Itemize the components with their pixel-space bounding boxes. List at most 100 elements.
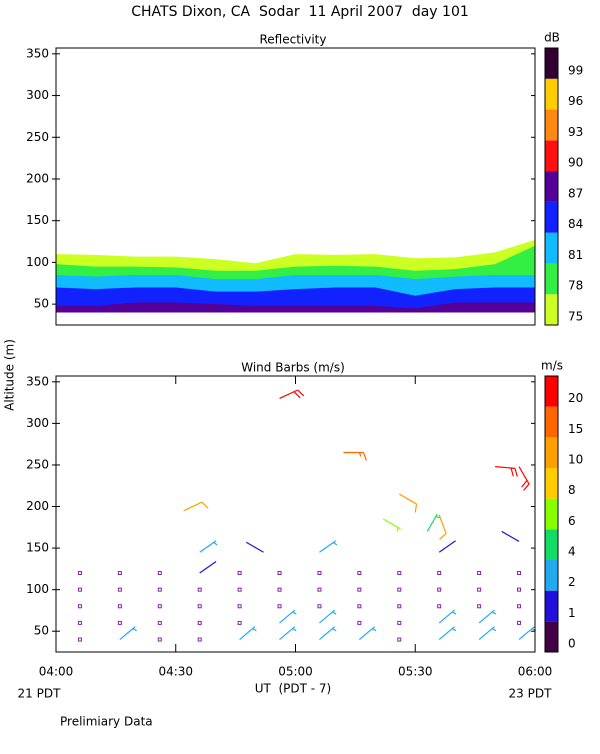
y-tick-label: 200 [26, 499, 49, 513]
colorbar-label: dB [544, 31, 560, 45]
barb-half [333, 541, 338, 546]
barb-half [292, 628, 297, 632]
wind-barb [358, 626, 377, 640]
y-tick-label: 50 [34, 624, 49, 638]
x-tick-label: 04:00 [39, 665, 74, 679]
calm-marker [517, 571, 522, 576]
wind-barb [398, 493, 418, 513]
barb-flag [439, 533, 447, 540]
calm-marker [237, 587, 242, 592]
calm-marker [277, 604, 282, 609]
calm-marker [157, 587, 162, 592]
barb-staff [495, 466, 516, 469]
colorbar-segment [545, 376, 558, 407]
barb-staff [383, 518, 401, 530]
barb-staff [279, 389, 298, 399]
wind-barb [319, 609, 337, 624]
colorbar-tick-label: 90 [568, 156, 583, 170]
wind-barb [518, 466, 530, 491]
barb-half [213, 541, 218, 546]
calm-marker [437, 571, 442, 576]
wind-barb [478, 609, 497, 624]
colorbar-tick-label: 15 [568, 422, 583, 436]
wind-barb [383, 518, 401, 532]
y-tick-label: 300 [26, 416, 49, 430]
colorbar-segment [545, 201, 558, 233]
wind-barb [199, 540, 218, 553]
wind-barb [279, 609, 297, 624]
calm-marker [517, 620, 522, 625]
barb-flag [510, 467, 514, 477]
calm-marker [197, 637, 202, 642]
barb-flag [201, 501, 209, 509]
barb-staff [438, 540, 456, 553]
calm-marker [437, 604, 442, 609]
y-tick-label: 50 [34, 297, 49, 311]
colorbar-tick-label: 8 [568, 483, 576, 497]
barb-half [132, 628, 137, 632]
colorbar-tick-label: 75 [568, 310, 583, 324]
calm-marker [157, 620, 162, 625]
barb-staff [501, 530, 520, 542]
calm-marker [437, 587, 442, 592]
y-tick-label: 100 [26, 255, 49, 269]
x-tick-label: 06:00 [518, 665, 553, 679]
colorbar-frame [544, 47, 559, 326]
colorbar-segment [545, 263, 558, 295]
wind-barb [478, 626, 497, 640]
calm-marker [517, 587, 522, 592]
barb-staff [438, 626, 455, 640]
colorbar-tick-label: 0 [568, 637, 576, 651]
barb-half [252, 628, 257, 632]
colorbar-tick-label: 99 [568, 63, 583, 77]
y-tick-label: 350 [26, 374, 49, 388]
wind-barb [438, 626, 457, 640]
calm-marker [157, 637, 162, 642]
y-tick-label: 150 [26, 541, 49, 555]
wind-barb [343, 451, 367, 461]
colorbar-tick-label: 1 [568, 606, 576, 620]
calm-marker [197, 620, 202, 625]
calm-marker [317, 587, 322, 592]
barb-half [451, 611, 457, 615]
x-tick-label: 05:00 [278, 665, 313, 679]
colorbar-segment [545, 529, 558, 560]
calm-marker [397, 571, 402, 576]
x-start-label: 21 PDT [18, 687, 62, 701]
calm-marker [117, 604, 122, 609]
x-tick-label: 04:30 [158, 665, 193, 679]
calm-marker [397, 637, 402, 642]
colorbar-segment [545, 560, 558, 591]
calm-marker [477, 571, 482, 576]
wind-barb [501, 530, 520, 542]
colorbar-segment [545, 78, 558, 110]
calm-marker [237, 620, 242, 625]
y-tick-label: 250 [26, 457, 49, 471]
colorbar-segment [545, 109, 558, 141]
wind-barb [279, 626, 297, 640]
calm-marker [117, 620, 122, 625]
colorbar-segment [545, 171, 558, 202]
colorbar-label: m/s [541, 359, 563, 373]
calm-marker [477, 587, 482, 592]
colorbar-tick-label: 96 [568, 94, 583, 108]
wind-barb [438, 514, 447, 540]
colorbar-tick-label: 81 [568, 248, 583, 262]
barb-staff [119, 626, 136, 640]
calm-marker [197, 604, 202, 609]
wind-barb [438, 609, 457, 624]
barb-staff [279, 626, 296, 640]
colorbar-tick-label: 2 [568, 575, 576, 589]
calm-marker [157, 604, 162, 609]
wind-barb [239, 626, 257, 640]
barb-half [491, 611, 497, 615]
contour-band [56, 302, 535, 313]
colorbar-segment [545, 498, 558, 530]
y-axis-label: Altitude (m) [3, 339, 17, 411]
barb-staff [199, 540, 217, 553]
wind-barb [279, 389, 305, 399]
calm-marker [357, 620, 362, 625]
calm-marker [117, 571, 122, 576]
barb-half [491, 628, 497, 632]
colorbar-tick-label: 84 [568, 217, 583, 231]
